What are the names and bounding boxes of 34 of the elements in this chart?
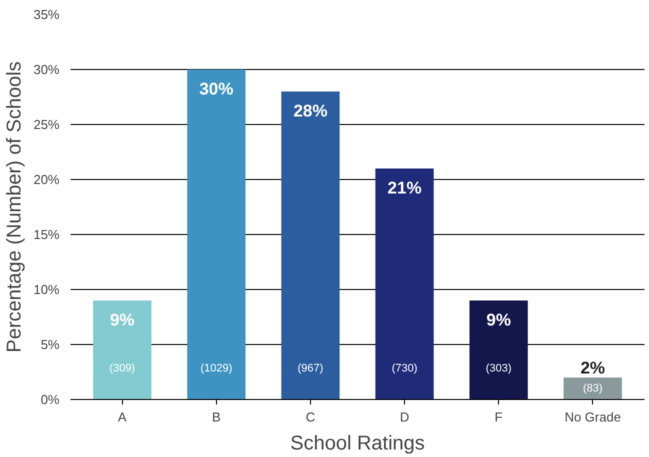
annotation: (1029): [200, 362, 232, 374]
x-tick-label: D: [400, 410, 410, 424]
bar: [469, 300, 528, 400]
y-tick-label: 25%: [33, 117, 60, 132]
y-tick-label: 15%: [33, 227, 60, 242]
annotation: (83): [582, 382, 603, 394]
x-tick-label: C: [306, 410, 316, 424]
bar: [187, 70, 246, 400]
y-tick-label: 35%: [33, 7, 60, 22]
y-axis-title: Percentage (Number) of Schools: [3, 61, 26, 353]
annotation: (967): [298, 362, 324, 374]
annotation: (309): [109, 362, 136, 374]
annotation: (730): [392, 362, 418, 374]
data-label: 28%: [293, 102, 328, 120]
data-label: 9%: [110, 310, 135, 330]
x-tick-label: B: [212, 410, 221, 424]
bar: [93, 300, 152, 400]
y-tick-label: 0%: [40, 392, 60, 407]
x-tick-label: No Grade: [564, 410, 621, 424]
bar: [281, 92, 340, 400]
annotation: (303): [486, 362, 512, 374]
bar: [375, 168, 434, 400]
y-tick-label: 10%: [33, 282, 60, 297]
y-tick-label: 5%: [40, 337, 60, 352]
x-axis-title: School Ratings: [290, 432, 425, 454]
x-tick-label: A: [118, 410, 127, 424]
x-tick-label: F: [494, 410, 503, 424]
bar: [564, 378, 622, 400]
data-label: 30%: [199, 80, 234, 98]
y-tick-label: 20%: [33, 172, 60, 187]
data-label: 21%: [388, 178, 422, 198]
y-tick-label: 30%: [33, 62, 60, 77]
data-label: 9%: [486, 310, 511, 330]
data-label: 2%: [580, 358, 606, 378]
